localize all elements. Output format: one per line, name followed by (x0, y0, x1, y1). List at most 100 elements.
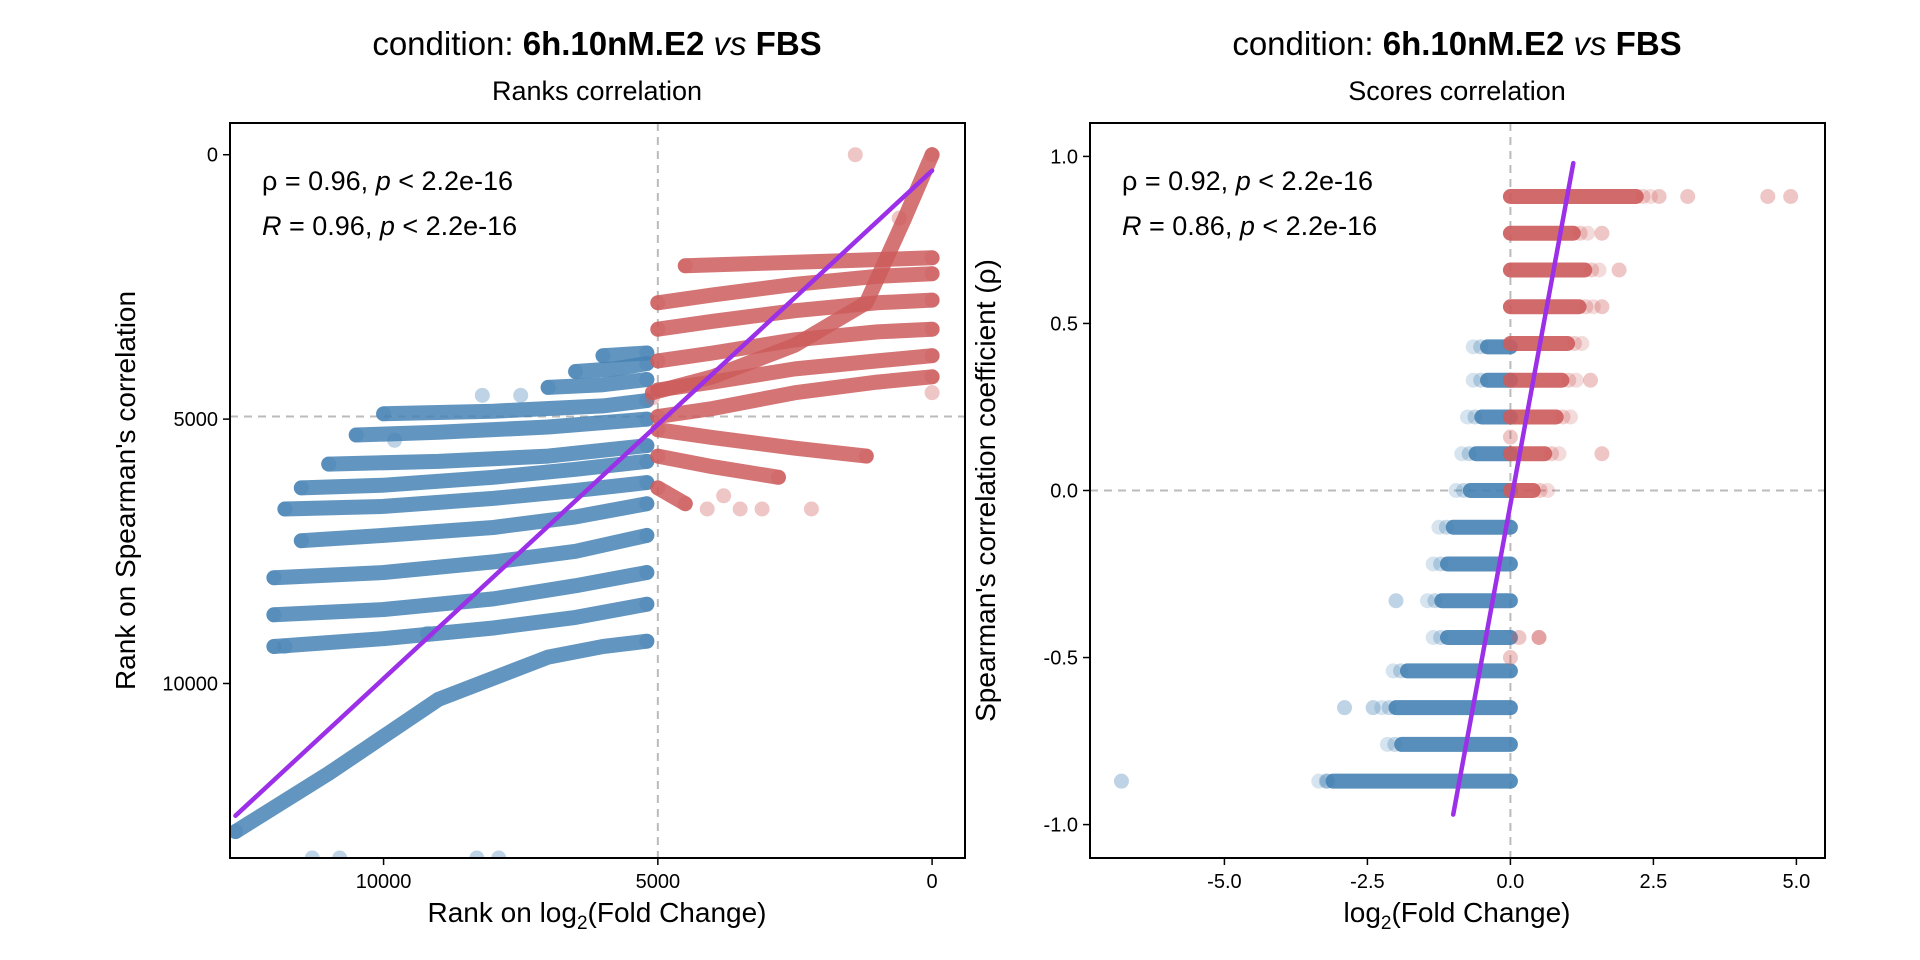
stat-symbol: ρ (262, 166, 277, 196)
data-point-up (1502, 650, 1518, 666)
data-point-down (1113, 773, 1129, 789)
point-band-down (266, 596, 655, 654)
data-point-down (639, 596, 655, 612)
title-prefix: condition: (372, 25, 513, 62)
data-point-down (1388, 593, 1404, 609)
data-point-up (803, 501, 819, 517)
data-point-up (1572, 225, 1588, 241)
data-point-up (924, 250, 940, 266)
data-point-up (1562, 409, 1578, 425)
data-point-down (277, 638, 293, 654)
data-point-down (1433, 630, 1449, 645)
data-point-down (304, 850, 320, 858)
correlation-stat: R = 0.96, p < 2.2e-16 (262, 211, 517, 241)
data-point-up (1783, 189, 1799, 204)
title-vs: vs (1574, 25, 1607, 62)
data-point-up (924, 348, 940, 364)
data-point-up (1531, 630, 1547, 645)
title-vs: vs (714, 25, 747, 62)
data-point-up (1551, 446, 1567, 462)
data-point-down (1473, 372, 1489, 388)
x-tick-label: 5.0 (1782, 871, 1810, 893)
title-space (514, 25, 523, 62)
data-point-down (1311, 773, 1327, 789)
title-space (1374, 25, 1383, 62)
data-point-up (1540, 483, 1556, 498)
stat-p-symbol: p (1235, 166, 1251, 196)
x-tick-label: 2.5 (1639, 871, 1667, 893)
x-tick-label: -5.0 (1207, 871, 1241, 893)
data-point-up (1502, 429, 1518, 445)
data-point-up (1594, 446, 1610, 462)
data-point-down (639, 564, 655, 580)
data-point-down (1365, 700, 1381, 716)
x-axis-label-suffix: (Fold Change) (1391, 897, 1570, 928)
data-point-up (1680, 189, 1696, 204)
regression-line (1450, 160, 1576, 817)
data-point-down (1337, 700, 1353, 716)
data-point-up (650, 448, 666, 464)
data-point-down (1419, 593, 1435, 609)
data-point-down (1319, 773, 1335, 789)
title-space (1607, 25, 1616, 62)
data-point-up (1580, 225, 1596, 241)
point-band-down (595, 345, 655, 364)
data-point-down (376, 406, 392, 422)
data-point-down (1438, 519, 1454, 535)
x-axis-label-main: Rank on log (428, 897, 577, 928)
data-point-up (1635, 189, 1651, 204)
stat-p-value: < 2.2e-16 (1251, 166, 1373, 196)
point-band-up (650, 369, 940, 424)
data-point-down (568, 364, 584, 380)
plot-border (229, 122, 966, 859)
stat-p-symbol: p (375, 166, 391, 196)
point-band-down (293, 453, 655, 496)
data-point-up (1594, 299, 1610, 315)
x-tick-label: 0.0 (1497, 871, 1525, 893)
x-axis-label-suffix: (Fold Change) (588, 897, 767, 928)
y-tick-label: 0 (207, 145, 218, 167)
point-band-up (650, 348, 940, 398)
y-tick-label: 1.0 (1050, 146, 1078, 168)
chart-subtitle: Ranks correlation (492, 76, 702, 106)
data-point-down (474, 387, 490, 403)
data-point-down (348, 427, 364, 443)
data-point-down (387, 432, 403, 448)
data-point-down (1379, 736, 1395, 752)
data-point-up (650, 321, 666, 337)
chart-subtitle: Scores correlation (1348, 76, 1566, 106)
data-point-down (639, 438, 655, 454)
data-point-down (1427, 593, 1443, 609)
stat-value: = 0.86, (1142, 211, 1240, 241)
x-tick-label: -2.5 (1350, 871, 1384, 893)
point-band-up (650, 480, 693, 512)
data-point-down (1473, 339, 1489, 355)
correlation-stat: ρ = 0.92, p < 2.2e-16 (1122, 166, 1373, 196)
y-tick-label: 0.5 (1050, 313, 1078, 335)
title-group1: 6h.10nM.E2 (523, 25, 705, 62)
data-point-down (1425, 630, 1441, 645)
title-group1: 6h.10nM.E2 (1383, 25, 1565, 62)
data-point-up (1574, 336, 1590, 351)
title-space (1564, 25, 1573, 62)
x-tick-label: 0 (927, 871, 938, 893)
data-point-up (1561, 372, 1577, 388)
chart-title: condition: 6h.10nM.E2 vs FBS (1232, 25, 1681, 62)
data-point-down (639, 496, 655, 512)
correlation-stat: R = 0.86, p < 2.2e-16 (1122, 211, 1377, 241)
point-band-down (540, 372, 655, 395)
data-point-up (924, 385, 940, 401)
data-point-up (924, 292, 940, 308)
point-band-down (568, 356, 655, 379)
title-space (704, 25, 713, 62)
data-point-up (1584, 262, 1600, 278)
panel-1: condition: 6h.10nM.E2 vs FBS Ranks correl… (110, 25, 966, 934)
data-point-up (1643, 189, 1659, 204)
data-point-down (230, 824, 243, 840)
data-point-up (924, 147, 940, 163)
data-point-down (266, 570, 282, 586)
plot-area (230, 123, 965, 858)
data-point-down (639, 371, 655, 387)
data-point-up (650, 480, 666, 496)
